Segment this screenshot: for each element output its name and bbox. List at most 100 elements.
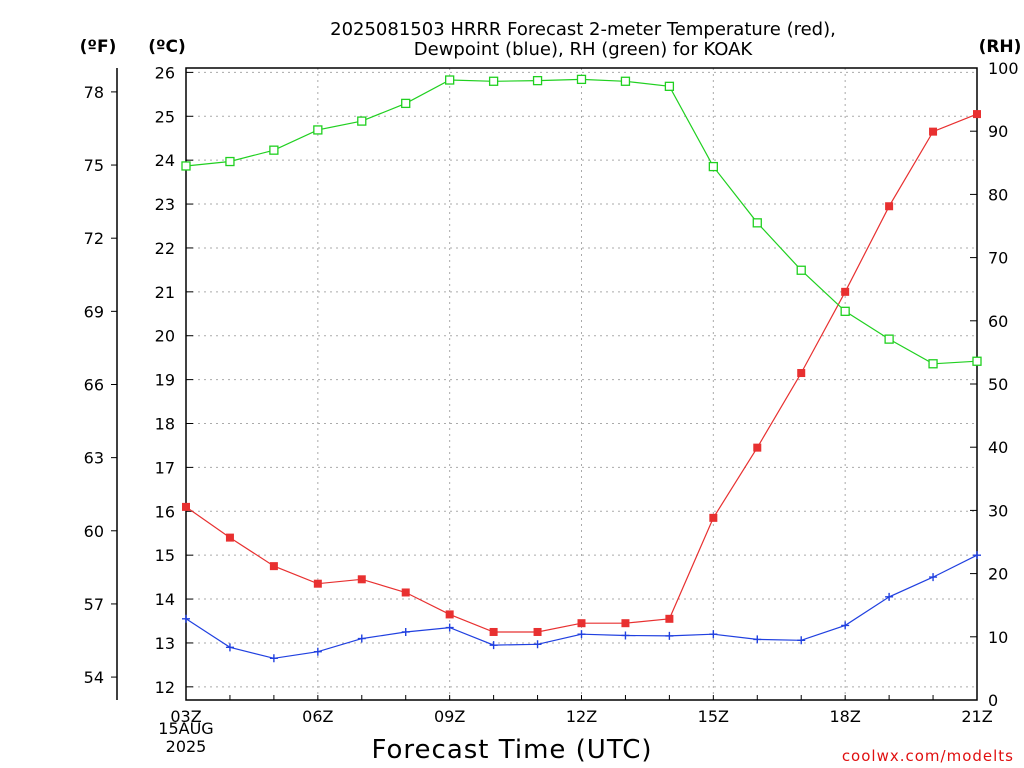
rh-tick-label: 100 [988, 59, 1019, 78]
dewpoint-point [665, 631, 674, 640]
rh-point [664, 81, 675, 91]
temperature-point [753, 443, 762, 452]
temperature-point [313, 579, 322, 588]
fahrenheit-tick-label: 63 [84, 449, 104, 468]
plot-frame [185, 67, 978, 701]
celsius-tick-label: 26 [155, 63, 175, 82]
x-tick-label: 09Z [434, 707, 465, 726]
temperature-point [973, 110, 981, 119]
rh-point [532, 75, 543, 86]
rh-tick-label: 0 [988, 691, 998, 710]
celsius-tick-label: 25 [155, 107, 175, 126]
rh-tick-label: 90 [988, 122, 1008, 141]
rh-tick-label: 60 [988, 312, 1008, 331]
celsius-tick-label: 17 [155, 458, 175, 477]
fahrenheit-unit-label: (ºF) [80, 37, 117, 57]
temperature-point [621, 619, 630, 628]
temperature-point [709, 513, 718, 522]
fahrenheit-tick-label: 72 [84, 229, 104, 248]
rh-point [884, 334, 894, 344]
rh-point [488, 76, 499, 86]
temperature-point [225, 533, 234, 542]
rh-point [928, 359, 938, 369]
temperature-point [182, 502, 190, 511]
data-series [181, 74, 982, 663]
chart-title-line-2: Dewpoint (blue), RH (green) for KOAK [414, 39, 754, 60]
rh-point [181, 161, 191, 171]
rh-point [313, 125, 323, 135]
temperature-point [885, 202, 894, 211]
dewpoint-point [533, 640, 542, 649]
series-temperature [182, 110, 981, 636]
dewpoint-point [709, 630, 718, 639]
fahrenheit-tick-label: 69 [84, 302, 104, 321]
celsius-tick-label: 13 [155, 634, 175, 653]
fahrenheit-tick-label: 66 [84, 375, 104, 394]
dewpoint-point [269, 654, 278, 663]
rh-tick-label: 20 [988, 565, 1008, 584]
rh-point [796, 265, 806, 275]
rh-point [972, 356, 982, 366]
temperature-point [401, 588, 410, 597]
fahrenheit-tick-label: 78 [84, 83, 104, 102]
celsius-tick-label: 12 [155, 678, 175, 697]
x-tick-label: 18Z [830, 707, 861, 726]
x-tick-label: 03Z [170, 707, 201, 726]
celsius-tick-label: 24 [155, 151, 175, 170]
temperature-point [577, 619, 586, 628]
fahrenheit-tick-label: 57 [84, 595, 104, 614]
rh-point [752, 218, 762, 228]
dewpoint-point [841, 621, 850, 630]
dewpoint-point [182, 614, 190, 623]
x-date-line-1: 15AUG [158, 719, 213, 738]
dewpoint-point [621, 631, 630, 640]
temperature-point [445, 610, 454, 619]
dewpoint-point [445, 623, 454, 632]
dewpoint-point [357, 634, 366, 643]
rh-tick-label: 50 [988, 375, 1008, 394]
rh-tick-label: 40 [988, 438, 1008, 457]
celsius-tick-label: 23 [155, 195, 175, 214]
temperature-point [929, 127, 938, 136]
dewpoint-point [313, 647, 322, 656]
dewpoint-point [753, 635, 762, 644]
axes [111, 67, 978, 701]
temperature-point [357, 575, 366, 584]
celsius-unit-label: (ºC) [148, 37, 186, 57]
series-dewpoint [182, 551, 981, 663]
rh-point [401, 98, 411, 109]
chart-title-line-1: 2025081503 HRRR Forecast 2-meter Tempera… [330, 19, 836, 40]
temperature-point [841, 287, 850, 296]
tick-labels: 12 13 14 15 16 17 18 19 20 21 22 23 24 25 26 54 57 60 63 66… [84, 59, 1019, 726]
celsius-tick-label: 16 [155, 502, 175, 521]
rh-tick-label: 70 [988, 249, 1008, 268]
rh-point [357, 116, 367, 126]
dewpoint-point [885, 592, 894, 601]
x-date-line-2: 2025 [166, 737, 207, 756]
temperature-point [797, 369, 806, 378]
rh-tick-label: 10 [988, 628, 1008, 647]
celsius-tick-label: 20 [155, 327, 175, 346]
rh-point [225, 156, 235, 167]
fahrenheit-tick-label: 75 [84, 156, 104, 175]
temperature-point [665, 614, 674, 623]
x-tick-label: 15Z [698, 707, 729, 726]
gridlines [186, 68, 977, 700]
rh-tick-label: 80 [988, 185, 1008, 204]
x-tick-label: 06Z [302, 707, 333, 726]
celsius-tick-label: 22 [155, 239, 175, 258]
celsius-tick-label: 14 [155, 590, 175, 609]
rh-tick-label: 30 [988, 501, 1008, 520]
dewpoint-point [401, 627, 410, 636]
dewpoint-point [973, 551, 981, 560]
series-rh [181, 74, 982, 369]
rh-point [445, 75, 455, 85]
celsius-tick-label: 18 [155, 415, 175, 434]
credit-link[interactable]: coolwx.com/modelts [842, 747, 1014, 765]
x-tick-label: 12Z [566, 707, 597, 726]
dewpoint-point [929, 573, 938, 582]
x-axis-label: Forecast Time (UTC) [371, 735, 652, 765]
fahrenheit-tick-label: 60 [84, 522, 104, 541]
temperature-point [269, 562, 278, 571]
